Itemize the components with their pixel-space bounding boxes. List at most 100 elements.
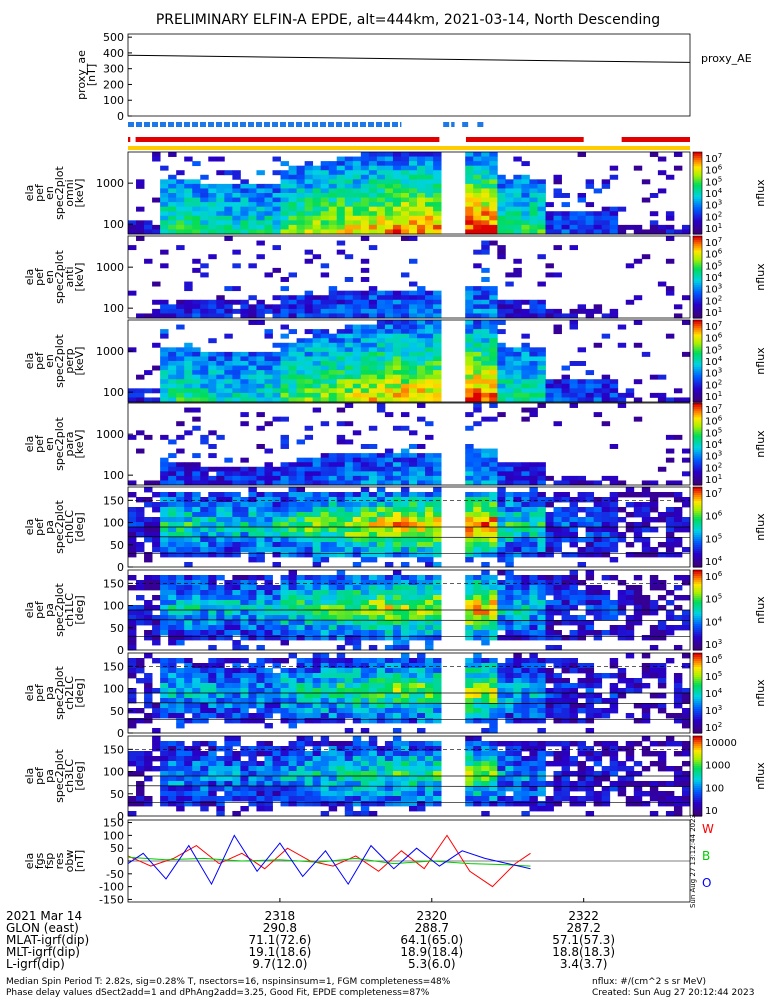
pitch-cell: [208, 673, 217, 679]
spec-cell: [184, 197, 193, 203]
pitch-cell: [400, 673, 410, 679]
pitch-colorbar-cell: [693, 618, 702, 621]
pitch-cell: [240, 527, 249, 533]
spec-cell: [489, 161, 498, 167]
pitch-cell: [400, 537, 410, 543]
spec-colorbar-cell: [693, 350, 702, 354]
spec-colorbar-cell: [693, 385, 702, 389]
pitch-cell: [497, 497, 506, 503]
spec-cell: [240, 215, 249, 221]
spec-cell: [280, 197, 289, 203]
spec-cell: [425, 165, 434, 171]
pitch-cell: [360, 688, 370, 694]
spec-colorbar-cell: [693, 166, 702, 169]
spec-cell: [128, 220, 137, 226]
spec-cell: [465, 156, 474, 162]
spec-cell: [368, 475, 378, 481]
pitch-cell: [152, 595, 161, 601]
spec-cell: [360, 347, 370, 353]
spec-cell: [296, 215, 306, 221]
flag-blue-dash: [462, 122, 469, 127]
spec-colorbar-tick: 103: [705, 199, 722, 212]
spec-cell: [344, 397, 354, 403]
spec-cell: [344, 370, 354, 376]
spec-cell: [248, 263, 257, 269]
pitch-cell: [425, 703, 434, 709]
pitch-cell: [489, 575, 498, 581]
spec-cell: [320, 179, 330, 185]
pitch-cell: [425, 492, 434, 498]
spec-cell: [400, 183, 410, 189]
spec-cell: [336, 304, 346, 310]
pitch-cell: [376, 663, 386, 669]
spec-cell: [513, 224, 522, 230]
pitch-cell: [296, 512, 306, 518]
spec-cell: [176, 347, 185, 353]
spec-cell: [601, 475, 611, 481]
spec-cell: [433, 170, 442, 176]
spec-cell: [184, 183, 193, 189]
pitch-cell: [264, 635, 273, 641]
pitch-cell: [224, 542, 233, 548]
spec-cell: [184, 299, 193, 305]
spec-cell: [248, 206, 257, 212]
pitch-cell: [264, 703, 273, 709]
spec-cell: [473, 388, 482, 394]
spec-cell: [521, 407, 530, 413]
pitch-colorbar-tick: 104: [705, 615, 723, 628]
pitch-cell: [473, 605, 482, 611]
pitch-cell: [288, 600, 297, 606]
pitch-cell: [176, 497, 185, 503]
spec-cell: [392, 206, 402, 212]
spec-cell: [425, 188, 434, 194]
pitch-cell: [264, 668, 273, 674]
spec-cell: [280, 206, 289, 212]
spec-colorbar-cell: [693, 277, 702, 280]
spec-cell: [360, 351, 370, 357]
spec-cell: [465, 211, 474, 217]
pitch-cell: [128, 507, 137, 513]
spec-cell: [176, 202, 185, 208]
spec-cell: [312, 197, 322, 203]
spec-cell: [633, 229, 643, 235]
spec-cell: [649, 152, 659, 157]
pitch-cell: [641, 552, 651, 558]
pitch-cell: [176, 580, 185, 586]
pitch-cell: [208, 512, 217, 518]
spec-cell: [264, 329, 273, 335]
spec-cell: [529, 202, 538, 208]
spec-cell: [360, 342, 370, 348]
pitch-cell: [208, 615, 217, 621]
spec-cell: [376, 471, 386, 477]
spec-cell: [344, 471, 354, 477]
spec-cell: [521, 197, 530, 203]
pitch-cell: [409, 625, 418, 631]
spec-cell: [473, 183, 482, 189]
spec-cell: [433, 179, 442, 185]
pitch-cell: [633, 610, 643, 616]
spec-cell: [537, 466, 546, 472]
pitch-cell: [304, 507, 314, 513]
pitch-cell: [368, 502, 378, 508]
pitch-cell: [168, 552, 177, 558]
spec-cell: [417, 403, 426, 408]
spec-cell: [240, 383, 249, 389]
spec-colorbar-cell: [693, 258, 702, 262]
pitch-cell: [681, 575, 691, 581]
spec-cell: [328, 388, 338, 394]
spec-cell: [513, 267, 522, 273]
spec-cell: [216, 308, 225, 314]
pitch-cell: [585, 570, 595, 576]
spec-colorbar-cell: [693, 389, 702, 393]
spec-colorbar-cell: [693, 454, 702, 457]
pitch-cell: [384, 532, 394, 538]
pitch-cell: [184, 537, 193, 543]
pitch-colorbar-cell: [693, 487, 702, 490]
spec-cell: [473, 193, 482, 198]
pitch-cell: [433, 502, 442, 508]
pitch-cell: [264, 492, 273, 498]
spec-ylabel-line: ela: [23, 269, 36, 286]
spec-cell: [232, 466, 241, 472]
pitch-cell: [248, 590, 257, 596]
pitch-cell: [304, 605, 314, 611]
